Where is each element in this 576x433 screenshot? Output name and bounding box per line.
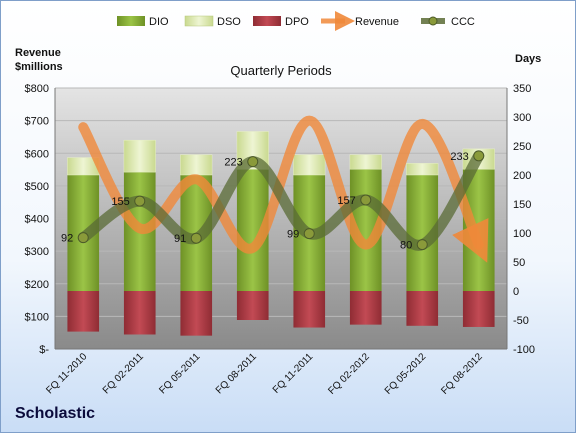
legend-label-dso: DSO xyxy=(217,16,241,28)
ccc-point xyxy=(416,239,428,251)
ccc-point xyxy=(190,232,202,244)
ccc-point xyxy=(77,232,89,244)
ccc-data-label: 91 xyxy=(174,233,186,245)
left-tick-label: $500 xyxy=(25,181,49,193)
ccc-data-label: 99 xyxy=(287,229,299,241)
legend: DIO DSO DPO Revenue CCC xyxy=(117,11,475,31)
ccc-point xyxy=(360,194,372,206)
legend-swatch-dso xyxy=(184,15,214,27)
right-tick-label: 200 xyxy=(513,170,531,182)
right-tick-label: 250 xyxy=(513,141,531,153)
ccc-point xyxy=(303,228,315,240)
legend-label-revenue: Revenue xyxy=(355,16,399,28)
ccc-data-label: 233 xyxy=(450,151,468,163)
bar-dpo xyxy=(349,291,382,325)
right-tick-label: 0 xyxy=(513,286,519,298)
ccc-point xyxy=(134,195,146,207)
right-tick-label: 150 xyxy=(513,199,531,211)
left-tick-label: $200 xyxy=(25,279,49,291)
bar-dpo xyxy=(236,291,269,320)
revenue-line xyxy=(78,115,489,263)
left-axis-title-line2: $millions xyxy=(15,61,63,73)
ccc-data-label: 155 xyxy=(111,196,129,208)
ccc-data-label: 92 xyxy=(61,233,73,245)
bar-dpo xyxy=(123,291,156,335)
left-axis-title-line1: Revenue xyxy=(15,47,61,59)
x-tick-label: FQ 05-2011 xyxy=(157,351,202,396)
right-tick-label: 50 xyxy=(513,257,525,269)
ccc-data-label: 223 xyxy=(224,157,242,169)
x-tick-label: FQ 02-2012 xyxy=(326,351,372,397)
legend-label-dio: DIO xyxy=(149,16,169,28)
bar-dso xyxy=(349,154,382,170)
legend-swatch-dpo xyxy=(253,16,281,26)
x-tick-label: FQ 08-2011 xyxy=(214,351,259,396)
bar-dpo xyxy=(67,291,100,332)
legend-label-dpo: DPO xyxy=(285,16,309,28)
bar-dpo xyxy=(406,291,439,326)
bar-dso xyxy=(406,163,439,176)
left-tick-label: $800 xyxy=(25,83,49,95)
right-axis-title: Days xyxy=(515,53,541,65)
bar-dso xyxy=(123,139,156,173)
left-tick-label: $300 xyxy=(25,246,49,258)
x-tick-label: FQ 11-2010 xyxy=(44,351,89,396)
left-tick-label: $700 xyxy=(25,116,49,128)
right-tick-label: 100 xyxy=(513,228,531,240)
company-name: Scholastic xyxy=(15,405,96,422)
right-tick-label: -100 xyxy=(513,344,535,356)
chart-title: Quarterly Periods xyxy=(230,63,332,78)
bar-dpo xyxy=(293,291,326,328)
right-tick-label: -50 xyxy=(513,315,529,327)
left-tick-label: $100 xyxy=(25,311,49,323)
ccc-point xyxy=(473,150,485,162)
legend-label-ccc: CCC xyxy=(451,16,475,28)
legend-swatch-dio xyxy=(117,16,145,26)
bar-dso xyxy=(180,154,213,176)
right-tick-label: 350 xyxy=(513,83,531,95)
legend-marker-ccc xyxy=(428,16,438,26)
x-tick-label: FQ 05-2012 xyxy=(383,351,429,397)
left-tick-label: $400 xyxy=(25,214,49,226)
bar-dso xyxy=(293,154,326,176)
right-tick-label: 300 xyxy=(513,112,531,124)
left-tick-label: $600 xyxy=(25,148,49,160)
left-tick-label: $- xyxy=(39,344,49,356)
x-tick-label: FQ 11-2011 xyxy=(271,351,316,396)
bar-dpo xyxy=(462,291,495,327)
ccc-data-label: 80 xyxy=(400,240,412,252)
x-tick-label: FQ 08-2012 xyxy=(439,351,485,397)
lines: 92 155 91 223 99 157 80 233 xyxy=(61,115,489,263)
ccc-point xyxy=(247,156,259,168)
ccc-data-label: 157 xyxy=(337,195,355,207)
x-tick-label: FQ 02-2011 xyxy=(101,351,146,396)
bar-dpo xyxy=(180,291,213,336)
